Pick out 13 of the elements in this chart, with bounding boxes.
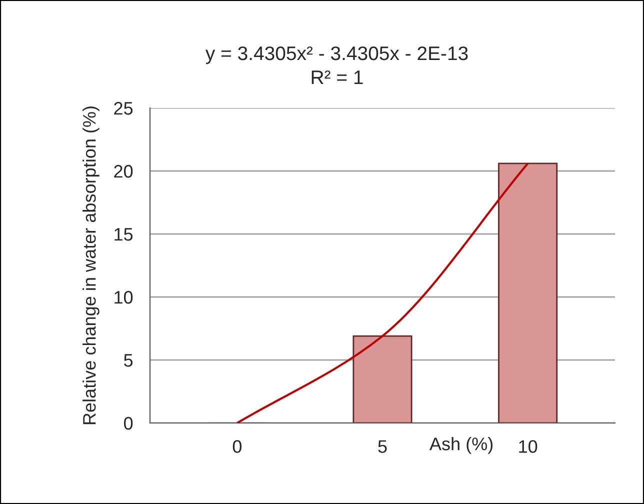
y-axis-title: Relative change in water absorption (%) xyxy=(82,106,100,424)
x-tick-label: 5 xyxy=(378,440,387,453)
x-tick-label: 0 xyxy=(232,440,242,453)
y-tick-label: 15 xyxy=(114,228,133,241)
y-tick-label: 0 xyxy=(124,416,133,430)
y-tick-label: 10 xyxy=(114,290,133,304)
y-tick-label: 20 xyxy=(114,164,133,178)
text: y = 3.4305x² - 3.4305x - 2E-13 xyxy=(205,46,468,64)
x-tick-label: 10 xyxy=(519,440,538,453)
y-tick-label: 25 xyxy=(114,102,133,115)
x-axis-title: Ash (%) xyxy=(429,437,493,454)
text: R² = 1 xyxy=(312,70,363,84)
y-tick-label: 5 xyxy=(124,354,133,367)
